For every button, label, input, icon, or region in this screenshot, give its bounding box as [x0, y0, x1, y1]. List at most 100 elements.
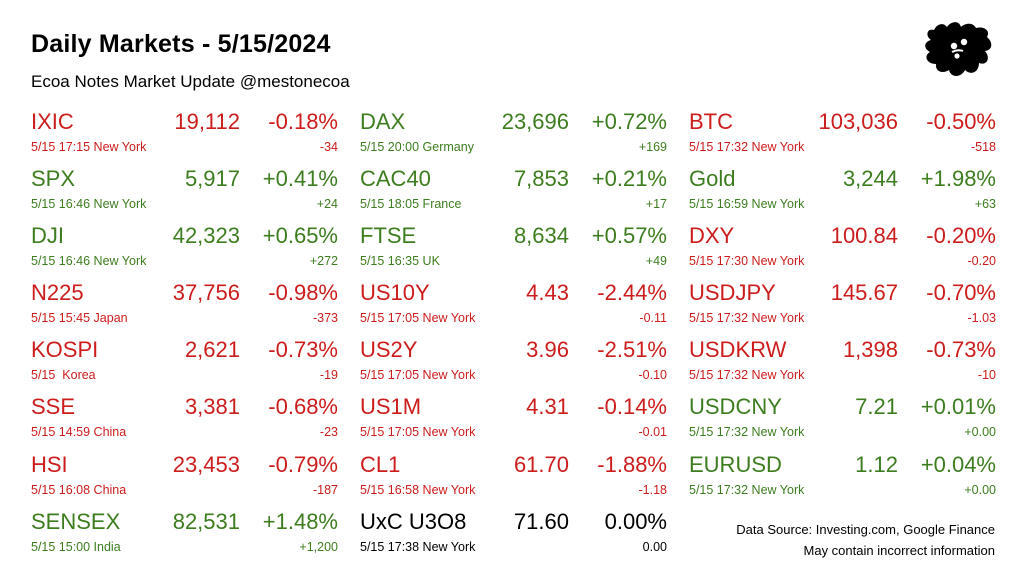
quote-main-row: DAX 23,696 +0.72%: [360, 106, 667, 138]
quote-detail-row: 5/15 17:05 New York -0.01: [360, 423, 667, 441]
ink-splat-logo-icon: [925, 22, 992, 76]
quote-timestamp-location: 5/15 17:32 New York: [689, 140, 805, 154]
quote-main-row: IXIC 19,112 -0.18%: [31, 106, 338, 138]
quote-change-percent: -1.88%: [597, 451, 667, 477]
quote-detail-row: 5/15 Korea -19: [31, 366, 338, 384]
quote-detail-row: 5/15 17:32 New York -1.03: [689, 309, 996, 327]
quote-main-row: US1M 4.31 -0.14%: [360, 391, 667, 423]
quote-main-row: DXY 100.84 -0.20%: [689, 220, 996, 252]
quote-cell: US10Y 4.43 -2.44% 5/15 17:05 New York -0.11: [360, 277, 667, 334]
quote-main-row: SSE 3,381 -0.68%: [31, 391, 338, 423]
quote-cell: DXY 100.84 -0.20% 5/15 17:30 New York -0.20: [689, 220, 996, 277]
quote-timestamp-location: 5/15 15:00 India: [31, 539, 121, 554]
quote-price: 4.43: [526, 280, 569, 306]
quote-timestamp-location: 5/15 16:46 New York: [31, 197, 147, 212]
quote-change-absolute: +24: [316, 197, 338, 212]
quote-detail-row: 5/15 17:30 New York -0.20: [689, 252, 996, 270]
quote-main-row: EURUSD 1.12 +0.04%: [689, 449, 996, 481]
quote-main-row: SENSEX 82,531 +1.48%: [31, 506, 338, 538]
quote-change-absolute: -0.11: [639, 311, 667, 326]
quote-change-absolute: -1.03: [967, 311, 997, 326]
quote-timestamp-location: 5/15 17:05 New York: [360, 311, 476, 326]
quote-price: 8,634: [513, 223, 569, 249]
quote-cell: DJI 42,323 +0.65% 5/15 16:46 New York +272: [31, 220, 338, 277]
quote-price: 3,381: [184, 394, 240, 420]
quote-detail-row: 5/15 17:32 New York +0.00: [689, 423, 996, 441]
market-column-2: DAX 23,696 +0.72% 5/15 20:00 Germany +169 CAC…: [360, 106, 667, 563]
quote-change-percent: +1.48%: [262, 508, 338, 534]
quote-cell: SSE 3,381 -0.68% 5/15 14:59 China -23: [31, 391, 338, 448]
quote-change-percent: +0.72%: [591, 109, 667, 134]
quote-timestamp-location: 5/15 17:32 New York: [689, 425, 805, 440]
quote-price: 7.21: [855, 394, 898, 420]
quote-timestamp-location: 5/15 14:59 China: [31, 425, 127, 440]
quote-main-row: BTC 103,036 -0.50%: [689, 106, 996, 138]
quote-symbol: USDCNY: [689, 394, 782, 420]
quote-timestamp-location: 5/15 17:38 New York: [360, 539, 476, 554]
quote-detail-row: 5/15 17:32 New York -518: [689, 138, 996, 156]
quote-cell: SENSEX 82,531 +1.48% 5/15 15:00 India +1,200: [31, 506, 338, 563]
quote-detail-row: 5/15 14:59 China -23: [31, 423, 338, 441]
quote-symbol: USDKRW: [689, 337, 787, 363]
quote-change-absolute: 0.00: [642, 539, 667, 554]
quote-symbol: SSE: [31, 394, 76, 420]
quote-detail-row: 5/15 17:05 New York -0.11: [360, 309, 667, 327]
quote-cell: EURUSD 1.12 +0.04% 5/15 17:32 New York +0.00: [689, 449, 996, 506]
quote-main-row: US10Y 4.43 -2.44%: [360, 277, 667, 309]
quote-symbol: USDJPY: [689, 280, 776, 306]
quote-change-percent: -0.20%: [926, 223, 996, 249]
quote-price: 100.84: [830, 223, 898, 249]
quote-main-row: HSI 23,453 -0.79%: [31, 449, 338, 481]
quote-timestamp-location: 5/15 17:32 New York: [689, 482, 805, 497]
quote-price: 71.60: [513, 508, 569, 534]
quote-cell: HSI 23,453 -0.79% 5/15 16:08 China -187: [31, 449, 338, 506]
quote-detail-row: 5/15 16:58 New York -1.18: [360, 481, 667, 499]
quote-price: 5,917: [184, 166, 240, 192]
quote-change-absolute: -1.18: [638, 482, 668, 497]
quote-main-row: USDKRW 1,398 -0.73%: [689, 334, 996, 366]
quote-timestamp-location: 5/15 15:45 Japan: [31, 311, 128, 326]
quote-symbol: FTSE: [360, 223, 417, 249]
quote-price: 103,036: [818, 109, 898, 134]
quote-timestamp-location: 5/15 16:08 China: [31, 482, 127, 497]
quote-cell: FTSE 8,634 +0.57% 5/15 16:35 UK +49: [360, 220, 667, 277]
quote-symbol: US10Y: [360, 280, 430, 306]
quote-price: 61.70: [513, 451, 569, 477]
quote-cell: USDKRW 1,398 -0.73% 5/15 17:32 New York -10: [689, 334, 996, 391]
quote-main-row: USDJPY 145.67 -0.70%: [689, 277, 996, 309]
quote-change-absolute: -0.20: [967, 254, 997, 269]
quote-cell: SPX 5,917 +0.41% 5/15 16:46 New York +24: [31, 163, 338, 220]
quote-cell: USDJPY 145.67 -0.70% 5/15 17:32 New York -1.…: [689, 277, 996, 334]
quote-detail-row: 5/15 16:59 New York +63: [689, 195, 996, 213]
quote-detail-row: 5/15 16:08 China -187: [31, 481, 338, 499]
quote-symbol: SPX: [31, 166, 76, 192]
data-source-note: Data Source: Investing.com, Google Finan…: [736, 522, 995, 537]
quote-change-percent: +0.57%: [591, 223, 667, 249]
quote-change-absolute: -0.01: [638, 425, 668, 440]
quote-cell: KOSPI 2,621 -0.73% 5/15 Korea -19: [31, 334, 338, 391]
quote-change-percent: -0.73%: [268, 337, 338, 363]
quote-symbol: BTC: [689, 109, 733, 134]
quote-symbol: KOSPI: [31, 337, 99, 363]
quote-timestamp-location: 5/15 17:30 New York: [689, 254, 805, 269]
quote-detail-row: 5/15 16:46 New York +24: [31, 195, 338, 213]
quote-cell: N225 37,756 -0.98% 5/15 15:45 Japan -373: [31, 277, 338, 334]
quote-symbol: N225: [31, 280, 84, 306]
quote-timestamp-location: 5/15 Korea: [31, 368, 96, 383]
quote-price: 19,112: [174, 109, 240, 134]
quote-change-percent: -0.73%: [926, 337, 996, 363]
quote-symbol: UxC U3O8: [360, 508, 467, 534]
page-title: Daily Markets - 5/15/2024: [31, 30, 331, 58]
quote-price: 82,531: [172, 508, 240, 534]
quote-cell: CL1 61.70 -1.88% 5/15 16:58 New York -1.18: [360, 449, 667, 506]
page-subtitle: Ecoa Notes Market Update @mestonecoa: [31, 72, 350, 91]
quote-symbol: DJI: [31, 223, 64, 249]
quote-change-percent: +0.21%: [591, 166, 667, 192]
quote-main-row: CAC40 7,853 +0.21%: [360, 163, 667, 195]
quote-timestamp-location: 5/15 17:32 New York: [689, 311, 805, 326]
quote-symbol: SENSEX: [31, 508, 121, 534]
quote-change-percent: +0.65%: [262, 223, 338, 249]
quote-timestamp-location: 5/15 16:58 New York: [360, 482, 476, 497]
quote-price: 3,244: [842, 166, 898, 192]
quote-price: 1.12: [855, 451, 898, 477]
